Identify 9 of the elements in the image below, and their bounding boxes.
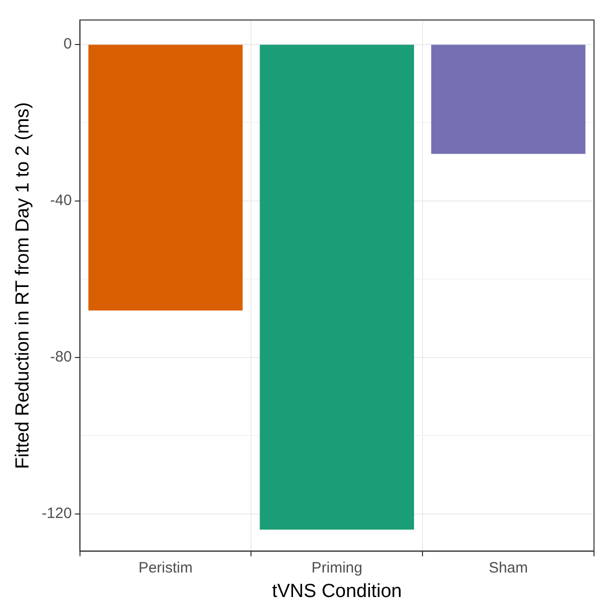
x-tick-label: Priming	[311, 559, 362, 576]
x-tick-label: Peristim	[138, 559, 193, 576]
x-axis-title: tVNS Condition	[272, 580, 402, 602]
y-tick-label: 0	[63, 35, 72, 52]
y-tick-label: -120	[42, 505, 72, 522]
y-tick-label: -80	[50, 348, 72, 366]
y-axis-title: Fitted Reduction in RT from Day 1 to 2 (ms)	[12, 102, 34, 469]
x-tick-label: Sham	[488, 559, 528, 576]
y-tick-label: -40	[50, 192, 72, 209]
